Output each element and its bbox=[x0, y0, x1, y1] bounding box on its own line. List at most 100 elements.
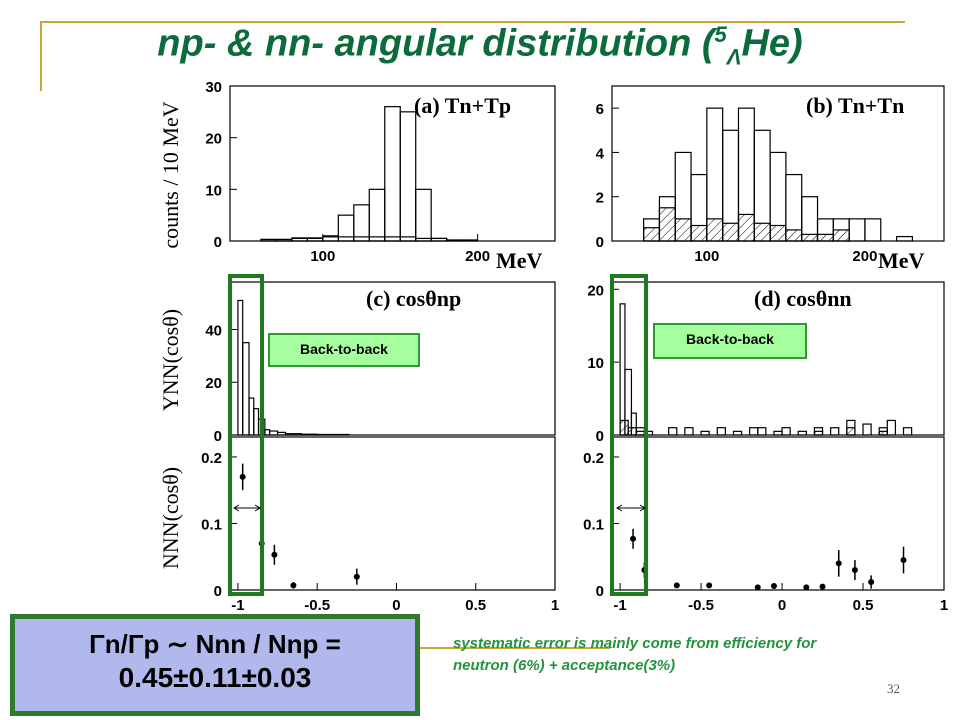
hist-bar-c-s0-7 bbox=[276, 431, 287, 436]
hist-bar-c-s0-2 bbox=[248, 397, 255, 436]
systematic-error-note: systematic error is mainly come from eff… bbox=[453, 635, 817, 674]
hist-bar-b-s1-8 bbox=[769, 224, 787, 242]
hist-bar-d-s0-18 bbox=[862, 423, 872, 436]
hist-bar-b-s1-11 bbox=[816, 233, 834, 242]
hist-bar-b-s1-2 bbox=[674, 218, 692, 242]
hist-bar-b-s1-7 bbox=[753, 222, 771, 242]
xtick-label-f-0: -1 bbox=[613, 597, 626, 614]
hist-bar-a-s0-7 bbox=[368, 188, 386, 242]
hist-bar-d-s1-3 bbox=[813, 430, 824, 436]
ylabel-counts: counts / 10 MeV bbox=[158, 101, 183, 248]
ylabel-counts-text: counts / 10 MeV bbox=[158, 101, 183, 248]
hist-bar-d-s1-0 bbox=[619, 419, 629, 436]
hist-bar-a-s1-5 bbox=[415, 237, 448, 242]
xtick-label-a-1: 200 bbox=[465, 248, 490, 265]
slide-title: np- & nn- angular distribution (5ΛHe) bbox=[0, 22, 960, 70]
hist-bar-a-s0-6 bbox=[353, 204, 370, 242]
ytick-label-c-1: 20 bbox=[205, 375, 222, 392]
panel-label-a: (a) Tn+Tp bbox=[414, 93, 511, 118]
data-point-f-3 bbox=[706, 582, 713, 589]
ylabel-nnn: NNN(cosθ) bbox=[158, 467, 183, 569]
hist-bar-d-s0-14 bbox=[797, 430, 807, 436]
hist-bar-d-s0-13 bbox=[781, 427, 791, 436]
hist-bar-d-s1-5 bbox=[878, 430, 888, 436]
hist-bar-a-s0-13 bbox=[461, 239, 479, 242]
xtick-label-f-4: 1 bbox=[940, 597, 948, 614]
highlight-box-nn bbox=[610, 274, 648, 596]
data-point-e-0 bbox=[239, 473, 246, 480]
hist-bar-d-s0-10 bbox=[749, 427, 759, 436]
range-arrow-left bbox=[233, 504, 261, 512]
ytick-label-f-0: 0 bbox=[596, 583, 604, 600]
hist-bar-a-s0-12 bbox=[446, 239, 463, 242]
xtick-label-b-0: 100 bbox=[694, 248, 719, 265]
back-to-back-callout-nn: Back-to-back bbox=[653, 323, 807, 359]
hist-bar-c-s0-10 bbox=[316, 433, 350, 436]
data-point-f-10 bbox=[868, 579, 875, 586]
hist-bar-b-s1-12 bbox=[832, 229, 850, 242]
hist-bar-c-s0-0 bbox=[237, 299, 244, 436]
formula-box: Γn/Γp ∼ Nnn / Nnp = 0.45±0.11±0.03 bbox=[10, 614, 420, 716]
data-point-f-2 bbox=[673, 582, 680, 589]
hist-bar-b-s1-1 bbox=[658, 207, 676, 242]
range-arrow-right bbox=[616, 504, 646, 512]
ytick-label-a-3: 30 bbox=[205, 79, 222, 96]
title-mass-number: 5 bbox=[714, 22, 727, 47]
ytick-label-b-2: 4 bbox=[596, 145, 605, 162]
hist-bar-b-s1-4 bbox=[706, 218, 724, 242]
xtick-label-e-0: -1 bbox=[231, 597, 244, 614]
hist-bar-d-s0-8 bbox=[716, 427, 726, 436]
hist-bar-d-s1-1 bbox=[627, 427, 637, 436]
hist-bar-a-s0-10 bbox=[415, 188, 432, 242]
page-number: 32 bbox=[887, 681, 900, 696]
data-point-f-6 bbox=[803, 584, 810, 591]
data-point-f-0 bbox=[630, 535, 637, 542]
highlight-box-np bbox=[228, 274, 264, 596]
xtick-label-f-1: -0.5 bbox=[688, 597, 714, 614]
hist-bar-c-s0-6 bbox=[269, 430, 279, 436]
hist-bar-d-s1-2 bbox=[635, 430, 645, 436]
xlabel-mev-a: MeV bbox=[496, 248, 543, 273]
hist-bar-b-s1-10 bbox=[801, 233, 819, 242]
formula-ratio: Γn/Γp ∼ Nnn / Nnp = bbox=[89, 629, 341, 659]
ytick-label-d-2: 20 bbox=[587, 282, 604, 299]
hist-bar-d-s0-0 bbox=[619, 303, 626, 436]
hist-bar-c-s0-8 bbox=[284, 433, 302, 436]
hist-bar-c-s0-5 bbox=[264, 429, 271, 436]
ytick-label-f-1: 0.1 bbox=[583, 516, 604, 533]
decor-line-left bbox=[40, 21, 42, 91]
ytick-label-e-1: 0.1 bbox=[201, 516, 222, 533]
xtick-label-e-3: 0.5 bbox=[465, 597, 486, 614]
decor-line-top bbox=[40, 21, 905, 23]
ytick-label-d-1: 10 bbox=[587, 355, 604, 372]
ytick-label-f-2: 0.2 bbox=[583, 450, 604, 467]
xtick-label-a-0: 100 bbox=[310, 248, 335, 265]
xlabel-mev-b: MeV bbox=[878, 248, 925, 273]
hist-bar-a-s0-9 bbox=[399, 111, 417, 242]
ytick-label-a-0: 0 bbox=[214, 234, 222, 251]
decor-line-bottom bbox=[400, 647, 610, 649]
data-point-f-4 bbox=[754, 584, 761, 591]
hist-bar-b-s1-3 bbox=[690, 224, 708, 242]
title-post: He) bbox=[741, 22, 803, 65]
data-point-f-9 bbox=[851, 567, 858, 574]
hist-bar-d-s0-11 bbox=[757, 427, 767, 436]
hist-bar-d-s0-12 bbox=[773, 430, 783, 436]
hist-bar-d-s0-16 bbox=[830, 427, 840, 436]
back-to-back-callout-np: Back-to-back bbox=[268, 333, 420, 367]
hist-bar-b-s1-0 bbox=[643, 227, 661, 242]
data-point-e-4 bbox=[353, 573, 360, 580]
hist-bar-d-s0-6 bbox=[684, 427, 694, 436]
hist-bar-d-s0-7 bbox=[700, 430, 710, 436]
data-point-e-3 bbox=[290, 582, 297, 589]
data-point-f-8 bbox=[835, 560, 842, 567]
ylabel-ynn: YNN(cosθ) bbox=[158, 309, 183, 411]
xtick-label-e-4: 1 bbox=[551, 597, 559, 614]
panel-label-b: (b) Tn+Tn bbox=[806, 93, 904, 118]
hist-bar-c-s0-1 bbox=[242, 342, 250, 436]
data-point-f-11 bbox=[900, 557, 907, 564]
xtick-label-e-1: -0.5 bbox=[304, 597, 330, 614]
title-pre: np- & nn- angular distribution ( bbox=[157, 22, 715, 65]
ytick-label-c-2: 40 bbox=[205, 322, 222, 339]
ytick-label-b-1: 2 bbox=[596, 190, 604, 207]
